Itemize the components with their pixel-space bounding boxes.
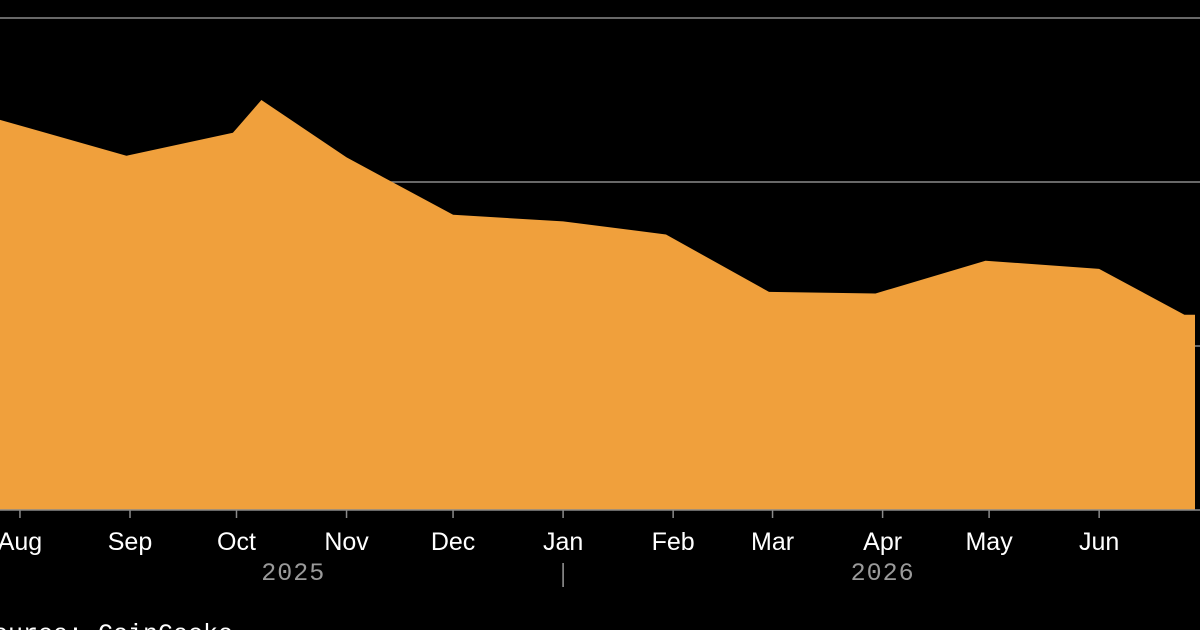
x-tick-label: Jan — [543, 528, 583, 556]
area-fill — [0, 100, 1195, 510]
x-tick-label: Jun — [1079, 528, 1119, 556]
year-label: 2025 — [261, 559, 325, 588]
x-tick-label: May — [965, 528, 1013, 556]
source-note: Source: CoinGecko — [0, 620, 233, 630]
year-label: 2026 — [851, 559, 915, 588]
x-tick-label: Feb — [652, 528, 695, 556]
x-axis-tick-labels: Aug Sep Oct Nov Dec Jan Feb Mar Apr May Jun — [0, 528, 1119, 556]
x-tick-label: Oct — [217, 528, 256, 556]
x-axis — [0, 509, 1200, 518]
x-axis-year-labels: 2025 2026 — [261, 559, 915, 588]
x-tick-label: Aug — [0, 528, 42, 556]
x-tick-label: Dec — [431, 528, 475, 556]
x-tick-label: Sep — [108, 528, 152, 556]
x-tick-label: Mar — [751, 528, 794, 556]
x-tick-label: Apr — [863, 528, 902, 556]
x-tick-label: Nov — [324, 528, 369, 556]
area-series — [0, 100, 1195, 510]
